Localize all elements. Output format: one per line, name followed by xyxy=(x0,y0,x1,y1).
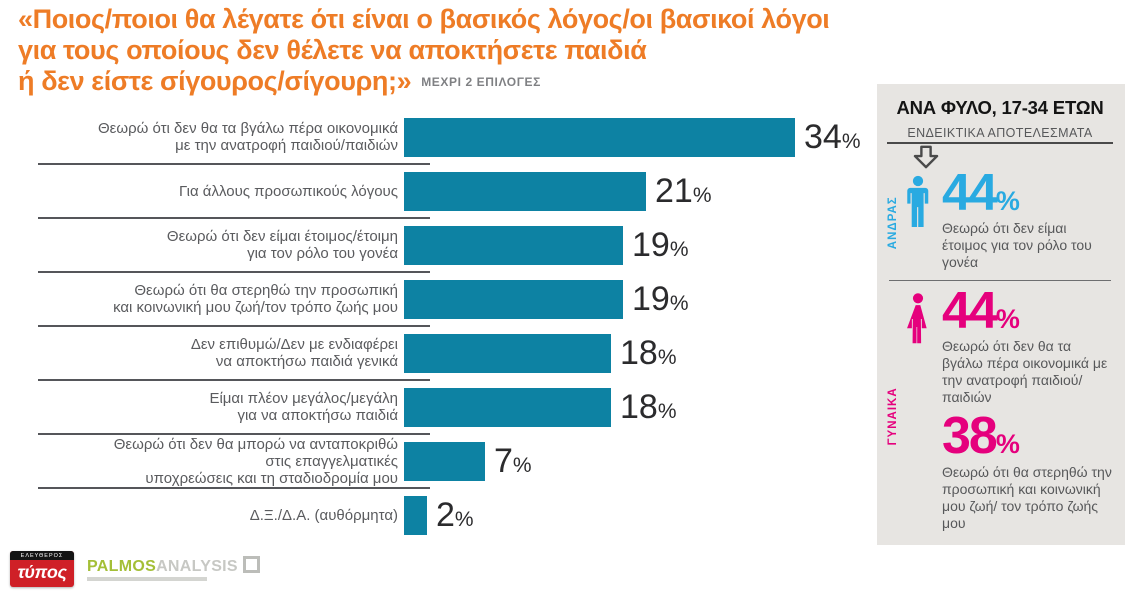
title-note: ΜΕΧΡΙ 2 ΕΠΙΛΟΓΕΣ xyxy=(421,75,541,89)
bar-value: 18% xyxy=(620,388,677,426)
palmos-logo-part2: ANALYSIS xyxy=(156,558,238,575)
table-row: Θεωρώ ότι δεν είμαι έτοιμος/έτοιμη για το… xyxy=(8,218,870,273)
male-label: ΑΝΔΡΑΣ xyxy=(887,196,899,250)
bar xyxy=(404,441,485,481)
bar-label: Για άλλους προσωπικούς λόγους xyxy=(179,182,398,200)
female-stat-2: 38% Θεωρώ ότι θα στερηθώ την προσωπική κ… xyxy=(942,407,1113,531)
table-row: Θεωρώ ότι δεν θα μπορώ να ανταποκριθώ στι… xyxy=(8,434,870,489)
bar-value: 19% xyxy=(632,280,689,318)
bar-label: Θεωρώ ότι δεν είμαι έτοιμος/έτοιμη για το… xyxy=(166,228,398,262)
bar-value: 2% xyxy=(436,496,474,534)
table-row: Για άλλους προσωπικούς λόγους 21% xyxy=(8,164,870,219)
divider xyxy=(889,280,1111,282)
title-line-2: για τους οποίους δεν θέλετε να αποκτήσετ… xyxy=(18,35,647,65)
bar xyxy=(404,225,623,265)
divider xyxy=(887,142,1113,144)
down-arrow-icon xyxy=(913,145,1113,169)
female-section: ΓΥΝΑΙΚΑ 44% Θεωρώ ότι δεν θα τα βγάλω πέ… xyxy=(887,282,1113,539)
bar-value: 7% xyxy=(494,442,532,480)
typos-newspaper-logo: ΕΛΕΥΘΕΡΟΣ τύπος xyxy=(10,551,74,587)
typos-logo-top-text: ΕΛΕΥΘΕΡΟΣ xyxy=(10,551,74,560)
table-row: Δεν επιθυμώ/Δεν με ενδιαφέρει να αποκτήσω… xyxy=(8,326,870,381)
table-row: Είμαι πλέον μεγάλος/μεγάλη για να αποκτήσ… xyxy=(8,380,870,435)
female-stat-1: 44% Θεωρώ ότι δεν θα τα βγάλω πέρα οικον… xyxy=(942,282,1113,406)
sidebar-gender-panel: ΑΝΑ ΦΥΛΟ, 17-34 ΕΤΩΝ ΕΝΔΕΙΚΤΙΚΑ ΑΠΟΤΕΛΕΣ… xyxy=(877,84,1125,545)
bar-label: Θεωρώ ότι δεν θα τα βγάλω πέρα οικονομικ… xyxy=(98,120,398,154)
bar xyxy=(404,495,427,535)
bar-value: 21% xyxy=(655,172,712,210)
palmos-logo-part1: PALMOS xyxy=(87,558,157,575)
bar-value: 18% xyxy=(620,334,677,372)
male-stat-text: Θεωρώ ότι δεν είμαι έτοιμος για τον ρόλο… xyxy=(942,220,1092,271)
male-icon xyxy=(904,175,932,271)
bar-label: Δεν επιθυμώ/Δεν με ενδιαφέρει να αποκτήσω… xyxy=(190,336,398,370)
bar-label: Δ.Ξ./Δ.Α. (αυθόρμητα) xyxy=(249,506,398,524)
bar-rows: Θεωρώ ότι δεν θα τα βγάλω πέρα οικονομικ… xyxy=(8,110,870,542)
palmos-square-icon xyxy=(242,556,260,573)
bar-label: Θεωρώ ότι θα στερηθώ την προσωπική και κο… xyxy=(113,282,398,316)
female-stat-1-value: 44% xyxy=(942,282,1020,341)
title-line-1: «Ποιος/ποιοι θα λέγατε ότι είναι ο βασικ… xyxy=(18,4,830,34)
bar-value: 19% xyxy=(632,226,689,264)
bar-label: Θεωρώ ότι δεν θα μπορώ να ανταποκριθώ στι… xyxy=(113,435,398,487)
bar xyxy=(404,279,623,319)
male-section: ΑΝΔΡΑΣ 44% Θεωρώ ότι δεν είμαι έτοιμος γ… xyxy=(887,164,1113,271)
sidebar-header: ΑΝΑ ΦΥΛΟ, 17-34 ΕΤΩΝ xyxy=(896,97,1104,118)
palmos-logo-tagline xyxy=(87,577,207,581)
female-stat-2-value: 38% xyxy=(942,407,1020,466)
table-row: Θεωρώ ότι δεν θα τα βγάλω πέρα οικονομικ… xyxy=(8,110,870,165)
table-row: Δ.Ξ./Δ.Α. (αυθόρμητα) 2% xyxy=(8,488,870,542)
sidebar-subheader: ΕΝΔΕΙΚΤΙΚΑ ΑΠΟΤΕΛΕΣΜΑΤΑ xyxy=(907,126,1093,140)
table-row: Θεωρώ ότι θα στερηθώ την προσωπική και κο… xyxy=(8,272,870,327)
bar-value: 34% xyxy=(804,118,861,156)
bar xyxy=(404,387,611,427)
female-label: ΓΥΝΑΙΚΑ xyxy=(887,387,899,446)
page-title: «Ποιος/ποιοι θα λέγατε ότι είναι ο βασικ… xyxy=(18,4,868,98)
title-line-3: ή δεν είστε σίγουρος/σίγουρη;» ΜΕΧΡΙ 2 ΕΠ… xyxy=(18,66,541,96)
bar xyxy=(404,333,611,373)
female-icon xyxy=(904,293,932,539)
bar xyxy=(404,171,646,211)
palmos-analysis-logo: PALMOSANALYSIS xyxy=(87,556,260,581)
bar-label: Είμαι πλέον μεγάλος/μεγάλη για να αποκτήσ… xyxy=(209,390,398,424)
bar xyxy=(404,117,795,157)
male-stat-value: 44% xyxy=(942,164,1020,222)
female-stat-2-text: Θεωρώ ότι θα στερηθώ την προσωπική και κ… xyxy=(942,463,1112,531)
typos-logo-main-text: τύπος xyxy=(17,562,67,582)
female-stat-1-text: Θεωρώ ότι δεν θα τα βγάλω πέρα οικονομικ… xyxy=(942,338,1108,406)
